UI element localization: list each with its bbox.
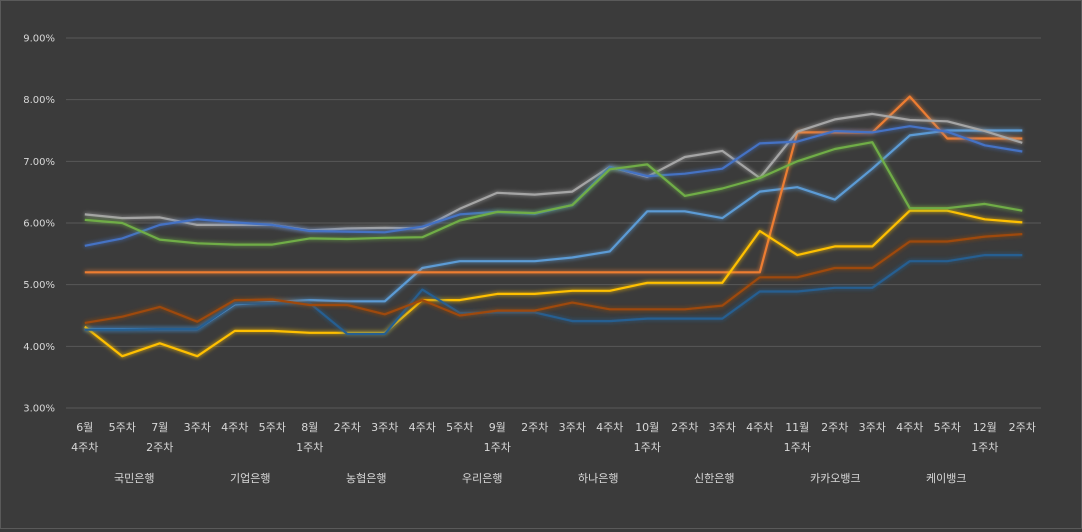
x-tick-label: 2주차 <box>671 421 698 434</box>
series-line-2 <box>84 95 1023 274</box>
x-tick-label: 3주차 <box>559 421 586 434</box>
x-tick-label: 5주차 <box>934 421 961 434</box>
x-tick-label: 1주차 <box>484 441 511 454</box>
legend-item: 기업은행 <box>202 472 270 485</box>
y-tick-label: 4.00% <box>23 342 55 353</box>
x-tick-label: 3주차 <box>709 421 736 434</box>
legend-item: 카카오뱅크 <box>782 472 861 485</box>
x-tick-label: 5주차 <box>259 421 286 434</box>
legend-label: 국민은행 <box>114 472 154 485</box>
y-tick-label: 6.00% <box>23 219 55 230</box>
series-line-6 <box>84 141 1023 246</box>
x-tick-label: 8월 <box>301 421 318 434</box>
legend-item: 우리은행 <box>434 472 502 485</box>
x-tick-label: 11월 <box>785 421 809 434</box>
legend-label: 신한은행 <box>694 472 734 485</box>
y-tick-label: 5.00% <box>23 280 55 291</box>
y-tick-label: 8.00% <box>23 95 55 106</box>
x-tick-label: 2주차 <box>1009 421 1036 434</box>
x-tick-label: 4주차 <box>746 421 773 434</box>
y-tick-label: 9.00% <box>23 34 55 45</box>
x-tick-label: 4주차 <box>596 421 623 434</box>
x-tick-label: 4주차 <box>409 421 436 434</box>
x-tick-label: 5주차 <box>446 421 473 434</box>
x-tick-label: 2주차 <box>146 441 173 454</box>
x-tick-label: 6월 <box>76 421 93 434</box>
legend-label: 하나은행 <box>578 471 618 485</box>
x-tick-label: 3주차 <box>859 421 886 434</box>
legend-label: 카카오뱅크 <box>810 472 861 485</box>
x-tick-label: 4주차 <box>896 421 923 434</box>
x-tick-label: 1주차 <box>296 441 323 454</box>
y-tick-label: 3.00% <box>23 404 55 415</box>
series-line-4 <box>84 209 1023 358</box>
series-line-7 <box>84 254 1023 336</box>
legend-label: 농협은행 <box>346 472 386 485</box>
x-tick-label: 7월 <box>151 421 168 434</box>
legend-label: 케이뱅크 <box>926 472 966 485</box>
series-line-3 <box>84 112 1023 232</box>
series-lines <box>84 95 1023 358</box>
y-axis: 3.00% 4.00% 5.00% 6.00% 7.00% 8.00% 9.00% <box>23 34 55 415</box>
x-tick-label: 3주차 <box>184 421 211 434</box>
legend-item: 케이뱅크 <box>898 472 966 485</box>
legend-label: 기업은행 <box>230 472 270 485</box>
x-tick-label: 5주차 <box>109 421 136 434</box>
x-tick-label: 9월 <box>489 421 506 434</box>
y-tick-label: 7.00% <box>23 157 55 168</box>
gridlines <box>66 37 1041 409</box>
series-line-5 <box>84 125 1023 247</box>
x-tick-label: 2주차 <box>334 421 361 434</box>
x-tick-label: 12월 <box>973 421 997 434</box>
legend-item: 국민은행 <box>86 472 154 485</box>
series-line-8 <box>84 233 1023 324</box>
x-tick-label: 4주차 <box>71 441 98 454</box>
legend-item: 농협은행 <box>318 472 386 485</box>
x-tick-label: 2주차 <box>821 421 848 434</box>
x-tick-label: 1주차 <box>971 441 998 454</box>
x-tick-label: 4주차 <box>221 421 248 434</box>
x-tick-label: 3주차 <box>371 421 398 434</box>
x-tick-label: 10월 <box>635 421 659 434</box>
legend: 국민은행 기업은행 농협은행 우리은행 하나은행 신한은행 카카오뱅크 케이뱅크 <box>86 471 966 485</box>
x-axis: 6월 4주차 5주차 7월 2주차 3주차 4주차 5주차 8월 1주차 2주차 3주차 4주차 5주차 9… <box>71 421 1036 454</box>
legend-label: 우리은행 <box>462 472 502 485</box>
x-tick-label: 1주차 <box>784 441 811 454</box>
legend-item: 하나은행 <box>550 471 618 485</box>
legend-item: 신한은행 <box>666 472 734 485</box>
x-tick-label: 2주차 <box>521 421 548 434</box>
x-tick-label: 1주차 <box>634 441 661 454</box>
